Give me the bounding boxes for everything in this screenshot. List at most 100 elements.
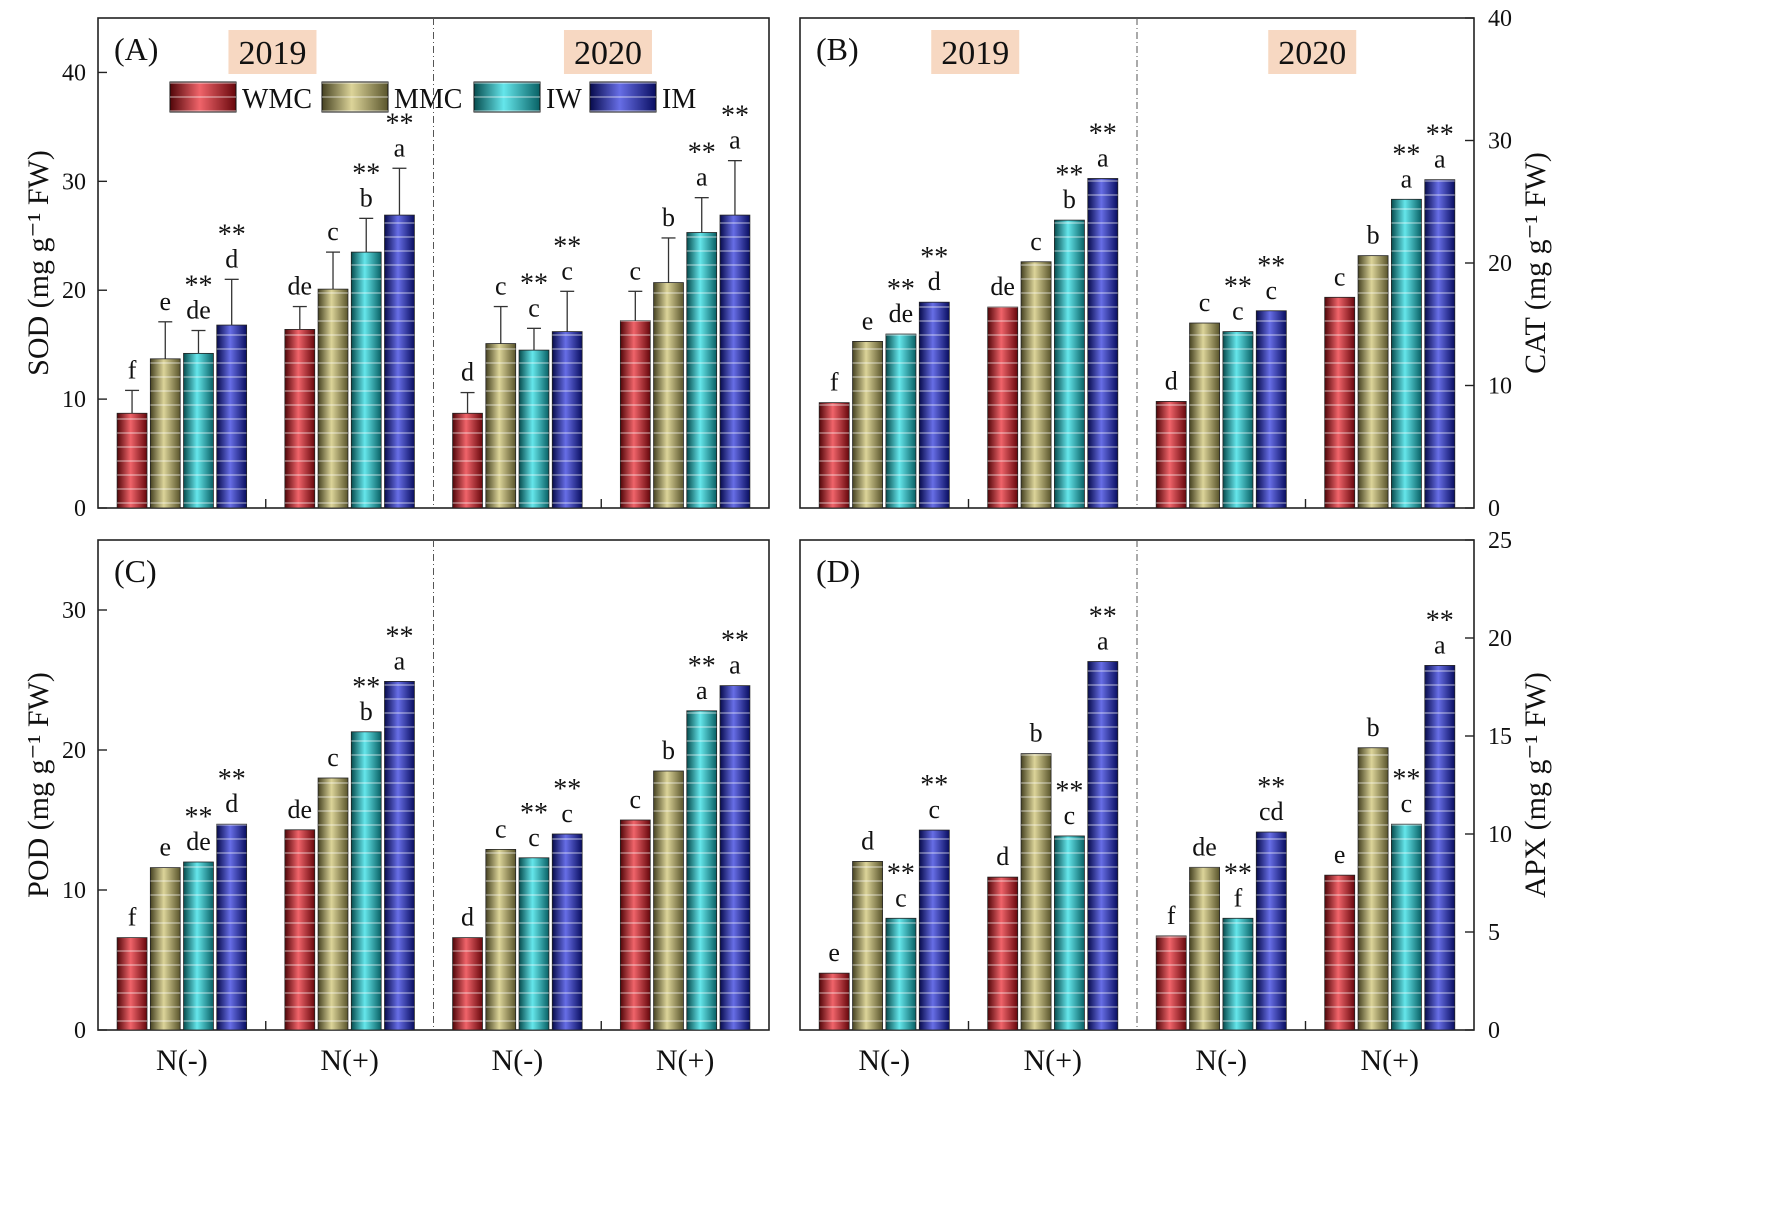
panel-c: 0 10 20 30 POD (mg g⁻¹ FW) (C) N(-) N(+) N(-) N(+… — [22, 539, 770, 1077]
significance-stars: ** — [1089, 118, 1117, 149]
bar-stripes — [1324, 875, 1355, 1030]
significance-letter: c — [495, 272, 507, 301]
significance-letter: b — [1367, 713, 1380, 742]
y-tick-label: 0 — [1488, 1018, 1500, 1044]
legend-swatch-stripes — [322, 82, 388, 112]
y-axis-label: APX (mg g⁻¹ FW) — [1519, 672, 1552, 898]
x-group-label: N(-) — [1195, 1044, 1247, 1077]
significance-letter: de — [1192, 832, 1217, 861]
x-group-label: N(+) — [1360, 1044, 1419, 1077]
significance-letter: de — [186, 296, 211, 325]
significance-stars: ** — [688, 651, 716, 682]
significance-letter: b — [360, 183, 373, 212]
bar-stripes — [987, 877, 1018, 1030]
x-group-label: N(+) — [320, 1044, 379, 1077]
bar-stripes — [216, 824, 247, 1030]
bar-stripes — [1324, 297, 1355, 508]
legend: WMC MMC IW IM — [169, 81, 696, 115]
significance-letter: a — [394, 133, 406, 162]
significance-letter: c — [1266, 276, 1278, 305]
y-tick-label: 40 — [1488, 6, 1512, 32]
significance-letter: a — [696, 163, 708, 192]
significance-letter: c — [1030, 227, 1042, 256]
y-tick-label: 0 — [1488, 496, 1500, 522]
year-label-background — [228, 30, 317, 74]
significance-letter: c — [327, 743, 339, 772]
y-tick-label: 10 — [62, 387, 86, 413]
significance-letter: d — [996, 842, 1009, 871]
bar-stripes — [351, 731, 382, 1030]
bar-stripes — [720, 685, 750, 1030]
bar-stripes — [1424, 179, 1455, 508]
bar-stripes — [1156, 401, 1187, 508]
significance-stars: ** — [352, 158, 380, 189]
panel-letter: (C) — [114, 553, 157, 589]
significance-letter: c — [561, 799, 573, 828]
significance-letter: c — [1199, 288, 1211, 317]
significance-stars: ** — [920, 770, 948, 801]
y-axis-label: CAT (mg g⁻¹ FW) — [1519, 152, 1552, 374]
significance-letter: c — [895, 883, 907, 912]
year-label-background — [563, 30, 652, 74]
significance-stars: ** — [1426, 605, 1454, 636]
y-tick-label: 20 — [1488, 626, 1512, 652]
significance-letter: d — [1165, 366, 1178, 395]
significance-letter: b — [662, 203, 675, 232]
bar-stripes — [1087, 661, 1118, 1030]
y-tick-label: 5 — [1488, 920, 1500, 946]
significance-stars: ** — [1224, 272, 1252, 303]
bar-stripes — [1054, 220, 1085, 508]
significance-stars: ** — [1089, 602, 1117, 633]
y-tick-label: 0 — [74, 496, 86, 522]
bar-stripes — [1358, 747, 1389, 1030]
significance-letter: a — [729, 126, 741, 155]
bar-stripes — [452, 937, 483, 1030]
bar-stripes — [1358, 255, 1389, 508]
significance-letter: f — [128, 355, 137, 384]
bar-stripes — [1256, 310, 1287, 508]
bar-stripes — [1021, 753, 1052, 1030]
bar-stripes — [919, 302, 950, 508]
significance-letter: cd — [1259, 797, 1284, 826]
legend-label-im: IM — [662, 84, 696, 115]
significance-letter: a — [1097, 627, 1109, 656]
bar-stripes — [885, 334, 916, 508]
bar-stripes — [852, 341, 883, 508]
bar-stripes — [284, 329, 315, 508]
significance-letter: b — [1063, 185, 1076, 214]
significance-letter: d — [461, 358, 474, 387]
bar-stripes — [519, 857, 549, 1030]
bar-stripes — [485, 343, 516, 508]
bar-stripes — [686, 232, 717, 508]
bar-stripes — [1222, 331, 1253, 508]
significance-letter: e — [828, 938, 840, 967]
significance-letter: e — [159, 287, 171, 316]
bar-stripes — [351, 252, 382, 508]
bar-stripes — [686, 710, 717, 1030]
significance-letter: de — [889, 299, 914, 328]
significance-letter: c — [495, 814, 507, 843]
x-group-label: N(-) — [492, 1044, 544, 1077]
significance-letter: a — [394, 646, 406, 675]
legend-swatch-stripes — [474, 82, 540, 112]
legend-label-mmc: MMC — [394, 84, 462, 115]
significance-stars: ** — [721, 626, 749, 657]
bar-stripes — [1087, 178, 1118, 508]
significance-letter: c — [630, 256, 642, 285]
y-tick-label: 40 — [62, 60, 86, 86]
y-tick-label: 30 — [62, 169, 86, 195]
bar-stripes — [1021, 261, 1052, 508]
significance-letter: c — [1064, 801, 1076, 830]
significance-stars: ** — [553, 231, 581, 262]
y-tick-label: 20 — [1488, 251, 1512, 277]
bar-stripes — [620, 820, 651, 1030]
bar-stripes — [1222, 918, 1253, 1030]
x-group-label: N(-) — [156, 1044, 208, 1077]
significance-letter: b — [662, 736, 675, 765]
y-axis-label: SOD (mg g⁻¹ FW) — [22, 150, 55, 376]
significance-letter: de — [990, 272, 1015, 301]
bar-stripes — [1256, 832, 1287, 1030]
bar-stripes — [183, 862, 214, 1030]
significance-letter: f — [1234, 883, 1243, 912]
